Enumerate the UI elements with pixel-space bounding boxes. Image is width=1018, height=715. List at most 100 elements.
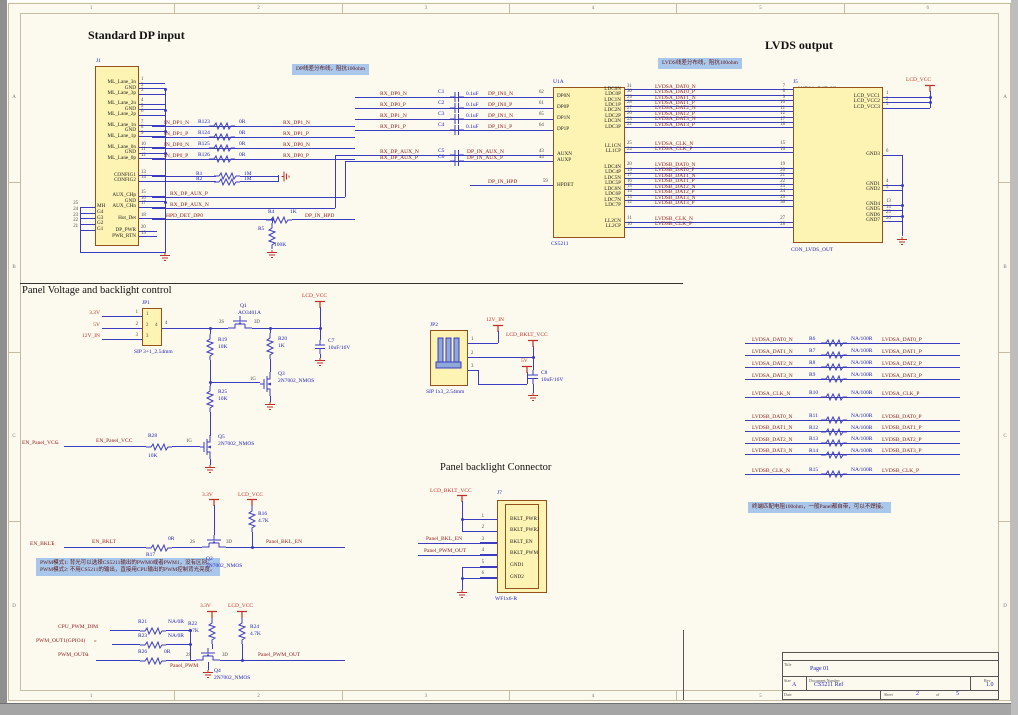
net-row[interactable]: RX_DP1_N C3 0.1uF DP_IN1_N 65 <box>355 111 555 125</box>
net-row[interactable]: IN_DP0_N R125 0R RX_DP0_N <box>152 141 355 154</box>
net-label: LVDSB_DAT3_P <box>882 448 922 455</box>
title-dp-input: Standard DP input <box>88 28 185 42</box>
net-row[interactable]: LVDSB_CLK_N R15 NA/100R LVDSB_CLK_P <box>745 467 960 480</box>
connector-pin-row[interactable]: ML_Lane_2n 4 <box>100 98 165 108</box>
c7-value: 10uF/16V <box>328 345 351 351</box>
power-label: LCD_VCC <box>228 603 254 609</box>
connector-pin-row[interactable]: 21 G1 <box>68 224 128 233</box>
connector-pin-row[interactable]: GND1 4 <box>828 179 908 188</box>
resistor-icon <box>821 469 847 479</box>
net-row[interactable]: LVDSB_DAT1_N R12 NA/100R LVDSB_DAT1_P <box>745 425 960 438</box>
zone-label: 6 <box>926 5 930 11</box>
jumper-graphic-icon <box>435 337 462 369</box>
pin-name: GND3 <box>866 150 880 157</box>
connector-pin-row[interactable]: CONFIG2 14 <box>100 175 165 185</box>
net-row[interactable]: IN_DP1_N R123 0R RX_DP1_N <box>152 119 355 132</box>
connector-pin-row[interactable]: GND2 5 <box>828 185 908 194</box>
net-label: LVDSA_DAT1_P <box>882 348 922 355</box>
resistor-icon <box>209 121 235 130</box>
net-row[interactable]: LVDSA_CLK_N R10 NA/100R LVDSA_CLK_P <box>745 390 960 403</box>
gnd-symbol <box>315 358 325 366</box>
connector-pin-row[interactable]: LCD_VCC3 3 <box>828 102 932 111</box>
power-port[interactable]: 5V <box>93 322 100 328</box>
net-row[interactable]: LVDSB_DAT3_N R14 NA/100R LVDSB_DAT3_P <box>745 447 960 461</box>
connector-pin-row[interactable]: ML_Lane_3n 1 <box>100 77 165 87</box>
chip-pin-name: LL2CN <box>604 217 621 224</box>
net-row[interactable]: RX_DP1_P C4 0.1uF DP_IN1_P 64 <box>355 122 555 136</box>
port-label[interactable]: EN_Panel_VCC <box>22 440 59 446</box>
net-row[interactable]: R1 1M <box>152 171 282 181</box>
nmos-q2-icon <box>202 535 226 548</box>
connector-pin-row[interactable]: 25 MH <box>68 201 128 211</box>
net-row[interactable]: RX_DP_AUX_N C5 DP_IN_AUX_N 43 <box>355 148 555 160</box>
port-label[interactable]: EN_BKLT <box>30 541 54 547</box>
net-row[interactable]: RX_DP_AUX_P C6 DP_IN_AUX_P 44 <box>355 154 555 166</box>
connector-pin-row[interactable]: Hot_Det 18 <box>100 213 165 222</box>
connector-pin-row[interactable]: ML_Lane_0p 12 <box>100 153 165 162</box>
connector-pin-row[interactable]: 3 BKLT_EN <box>472 537 582 549</box>
pin-name: BKLT_EN <box>510 538 533 545</box>
connector-pin-row[interactable]: AUX_CHp 15 <box>100 190 165 200</box>
note-termination[interactable]: 终端匹配电阻100ohm，一般Panel都自带，可以不焊接。 <box>748 502 891 513</box>
port-label[interactable]: PWM_OUT0 <box>58 652 88 658</box>
power-port[interactable]: 3.3V <box>89 310 100 316</box>
note-dp-impedance[interactable]: DP线差分布线，阻抗100ohm <box>292 64 370 75</box>
junction-dot <box>163 151 167 155</box>
j5-lvds-connector[interactable] <box>793 87 883 243</box>
net-row[interactable]: LVDSA_DAT3_N R9 NA/100R LVDSA_DAT3_P <box>745 372 960 385</box>
power-port[interactable]: 12V_IN <box>81 333 100 339</box>
connector-pin-row[interactable]: AUX_CHn 17 <box>100 201 165 211</box>
connector-pin-row[interactable]: ML_Lane_1p 9 <box>100 131 165 140</box>
connector-pin-row[interactable]: PWR_RTN 19 <box>100 231 157 240</box>
chip-pin-number: 30 <box>627 89 632 95</box>
connector-pin-row[interactable]: LCD_VCC1 1 <box>828 91 932 100</box>
connector-pin-row[interactable]: GND6 25 <box>828 210 908 219</box>
jp1-header[interactable] <box>142 308 162 346</box>
net-row[interactable]: RX_DP0_P C2 0.1uF DP_IN0_P 61 <box>355 100 555 114</box>
net-row[interactable]: LVDSB_DAT2_N R13 NA/100R LVDSB_DAT2_P <box>745 436 960 449</box>
u1a-cs5211-chip[interactable] <box>553 87 625 238</box>
port-label[interactable]: PWM_OUT1(GPIO4) <box>36 638 86 644</box>
note-lvds-impedance[interactable]: LVDS线差分布线，阻抗100ohm <box>658 58 742 69</box>
connector-pin-row[interactable]: ML_Lane_2p 6 <box>100 109 165 119</box>
chip-pin-number: 28 <box>627 100 632 106</box>
connector-pin-row[interactable]: GND 2 <box>100 83 165 92</box>
connector-pin-row[interactable]: GND7 26 <box>828 216 908 225</box>
connector-pin-row[interactable]: 5 GND1 <box>472 560 582 572</box>
net-row[interactable]: LVDSA_DAT1_N R7 NA/100R LVDSA_DAT1_P <box>745 348 960 361</box>
gnd-symbol <box>203 670 213 678</box>
connector-pin-row[interactable]: GND3 6 <box>828 149 908 158</box>
connector-pin-row[interactable]: LCD_VCC2 2 <box>828 97 932 106</box>
net-row[interactable]: LVDSA_DAT2_N R8 NA/100R LVDSA_DAT2_P <box>745 360 960 373</box>
connector-pin-row[interactable]: 22 G2 <box>68 218 128 228</box>
connector-pin-row[interactable]: 6 GND2 <box>472 571 582 584</box>
j1-connector[interactable] <box>95 66 139 246</box>
connector-pin-row[interactable]: GND 11 <box>100 147 165 157</box>
connector-pin-row[interactable]: 24 G4 <box>68 207 128 216</box>
connector-pin-row[interactable]: GND 8 <box>100 125 165 135</box>
net-row[interactable]: LVDSB_DAT0_N R11 NA/100R LVDSB_DAT0_P <box>745 413 960 426</box>
connector-pin-row[interactable]: GND4 13 <box>828 199 908 208</box>
pin-label: 2S <box>186 653 192 658</box>
connector-pin-row[interactable]: GND 5 <box>100 104 165 113</box>
wire <box>418 543 497 544</box>
connector-pin-row[interactable]: ML_Lane_3p 3 <box>100 88 165 98</box>
connector-pin-row[interactable]: 4 BKLT_PWM <box>472 548 582 561</box>
connector-pin-row[interactable]: GND 16 <box>100 196 165 205</box>
connector-pin-row[interactable]: DP_PWR 20 <box>100 225 157 235</box>
resistor-ref: R14 <box>809 447 819 454</box>
note-pwm-modes[interactable]: PWM模式1: 背光可以选择CS5211输出的PWM0或者PWM1，没有区别。 … <box>36 558 220 576</box>
net-label: LVDSA_DAT0_P <box>882 336 922 343</box>
resistor-icon <box>821 415 847 425</box>
net-row[interactable]: LVDSA_DAT0_N R6 NA/100R LVDSA_DAT0_P <box>745 336 960 349</box>
net-row[interactable]: RX_DP0_N C1 0.1uF DP_IN0_N 62 <box>355 89 555 103</box>
connector-pin-row[interactable]: 23 G3 <box>68 213 128 222</box>
net-row[interactable]: R2 1M <box>152 176 282 186</box>
net-row[interactable]: IN_DP0_P R126 0R RX_DP0_P <box>152 152 355 165</box>
wire <box>625 122 793 124</box>
net-row[interactable]: IN_DP1_P R124 0R RX_DP1_P <box>152 130 355 143</box>
connector-pin-row[interactable]: GND5 14 <box>828 205 908 214</box>
sheet-inner-border <box>20 13 999 691</box>
r23-value: NA/0R <box>168 633 184 639</box>
net-label: LVDSA_DAT0_P <box>655 89 695 96</box>
